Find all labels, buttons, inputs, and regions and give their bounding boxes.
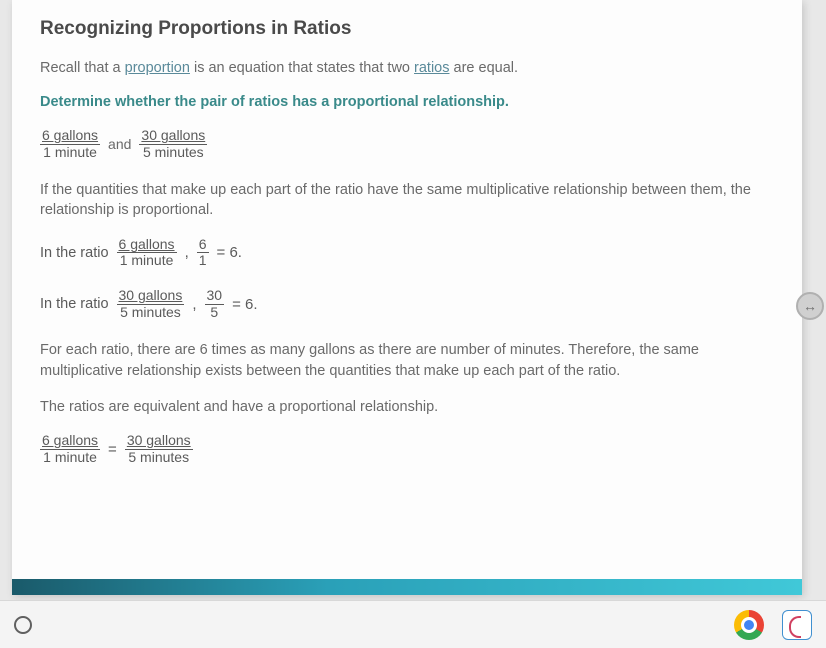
chrome-icon[interactable] <box>734 610 764 640</box>
ratio-2: 30 gallons 5 minutes <box>139 128 207 160</box>
lesson-page: Recognizing Proportions in Ratios Recall… <box>12 0 802 595</box>
side-nav-button[interactable]: ↔ <box>796 292 824 320</box>
eval-1-plain-num: 6 <box>197 237 209 253</box>
ratio-1-den: 1 minute <box>40 145 100 160</box>
eq-ratio-1: 6 gallons 1 minute <box>40 433 100 465</box>
ratio-1-num: 6 gallons <box>40 128 100 144</box>
eval-1-result: = 6. <box>217 244 242 261</box>
eq-ratio-2-den: 5 minutes <box>125 450 193 465</box>
equals-sign: = <box>108 441 117 458</box>
explain-1: If the quantities that make up each part… <box>40 180 774 221</box>
eval-2-lead: In the ratio <box>40 296 109 312</box>
intro-paragraph: Recall that a proportion is an equation … <box>40 58 774 78</box>
ratio-2-den: 5 minutes <box>139 145 207 160</box>
eq-ratio-2-num: 30 gallons <box>125 433 193 449</box>
eq-ratio-2: 30 gallons 5 minutes <box>125 433 193 465</box>
eval-2-frac-plain: 30 5 <box>205 288 225 320</box>
intro-pre: Recall that a <box>40 60 125 76</box>
eval-1-comma: , <box>185 244 189 261</box>
progress-bar <box>12 579 802 595</box>
eval-2-units-den: 5 minutes <box>117 305 185 320</box>
eval-1-lead: In the ratio <box>40 245 109 261</box>
ratio-eval-1: In the ratio 6 gallons 1 minute , 6 1 = … <box>40 237 774 269</box>
ratio-eval-2: In the ratio 30 gallons 5 minutes , 30 5… <box>40 288 774 320</box>
eval-2-comma: , <box>192 296 196 313</box>
given-ratios: 6 gallons 1 minute and 30 gallons 5 minu… <box>40 128 774 160</box>
ratios-equal: 6 gallons 1 minute = 30 gallons 5 minute… <box>40 433 774 465</box>
eval-1-plain-den: 1 <box>197 253 209 268</box>
eval-2-frac-units: 30 gallons 5 minutes <box>117 288 185 320</box>
eq-ratio-1-num: 6 gallons <box>40 433 100 449</box>
arrow-icon: ↔ <box>803 298 817 314</box>
and-separator: and <box>108 136 131 152</box>
eval-2-plain-num: 30 <box>205 288 225 304</box>
eval-1-frac-units: 6 gallons 1 minute <box>117 237 177 269</box>
explain-3: The ratios are equivalent and have a pro… <box>40 397 774 417</box>
eval-2-units-num: 30 gallons <box>117 288 185 304</box>
eval-1-units-den: 1 minute <box>117 253 177 268</box>
instruction-text: Determine whether the pair of ratios has… <box>40 94 774 110</box>
explain-2: For each ratio, there are 6 times as man… <box>40 340 774 381</box>
eval-2-result: = 6. <box>232 296 257 313</box>
page-title: Recognizing Proportions in Ratios <box>40 18 774 40</box>
intro-post: are equal. <box>450 60 519 76</box>
os-search-icon[interactable] <box>14 616 32 634</box>
ratios-link[interactable]: ratios <box>414 60 449 76</box>
proportion-link[interactable]: proportion <box>125 60 190 76</box>
eq-ratio-1-den: 1 minute <box>40 450 100 465</box>
eval-1-units-num: 6 gallons <box>117 237 177 253</box>
ratio-1: 6 gallons 1 minute <box>40 128 100 160</box>
ratio-2-num: 30 gallons <box>139 128 207 144</box>
eval-1-frac-plain: 6 1 <box>197 237 209 269</box>
intro-mid: is an equation that states that two <box>190 60 414 76</box>
eval-2-plain-den: 5 <box>205 305 225 320</box>
taskbar <box>0 600 826 648</box>
app-icon[interactable] <box>782 610 812 640</box>
